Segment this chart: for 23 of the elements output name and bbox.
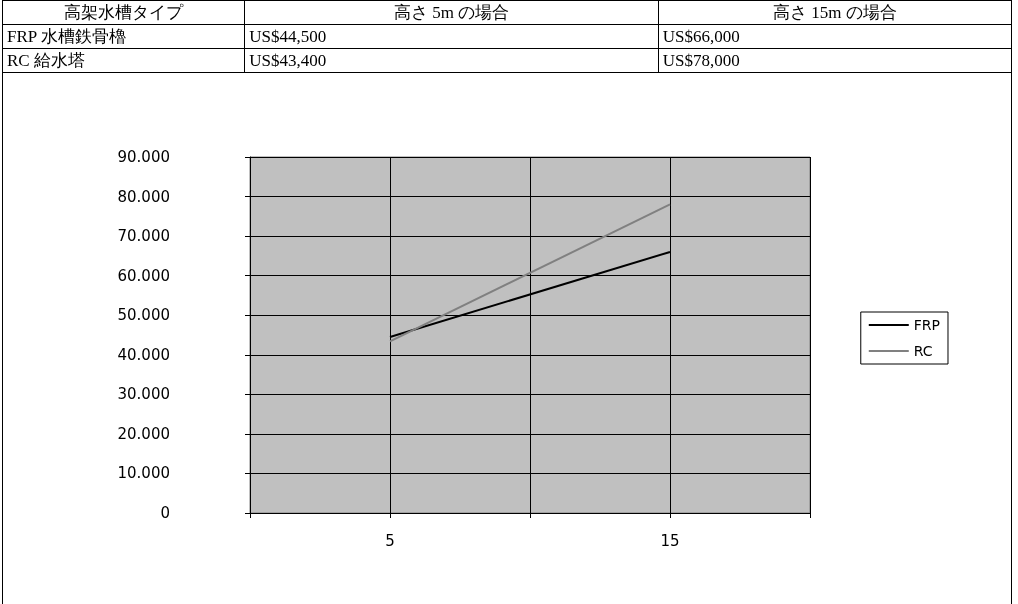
y-tick-label: 70.000: [117, 227, 170, 246]
y-tick-label: 40.000: [117, 345, 170, 364]
legend-label: RC: [913, 343, 933, 359]
y-tick-label: 20.000: [117, 424, 170, 443]
x-tick-label: 5: [385, 531, 395, 550]
y-tick-label: 0: [160, 504, 170, 522]
y-tick-label: 10.000: [117, 464, 170, 483]
text: US$44,500: [244, 24, 659, 49]
x-tick-label: 15: [660, 531, 680, 550]
text: 高架水槽タイプ: [2, 0, 245, 25]
text: US$78,000: [658, 48, 1012, 73]
y-tick-label: 60.000: [117, 266, 170, 285]
text: 高さ 15m の場合: [658, 0, 1012, 25]
y-tick-label: 50.000: [117, 306, 170, 325]
text: FRP 水槽鉄骨櫓: [2, 24, 245, 49]
legend-label: FRP: [913, 317, 941, 333]
y-tick-label: 90.000: [117, 148, 170, 166]
text: RC 給水塔: [2, 48, 245, 73]
text: US$43,400: [244, 48, 659, 73]
text: US$66,000: [658, 24, 1012, 49]
y-tick-label: 30.000: [117, 385, 170, 404]
text: 高さ 5m の場合: [244, 0, 659, 25]
y-tick-label: 80.000: [117, 187, 170, 206]
